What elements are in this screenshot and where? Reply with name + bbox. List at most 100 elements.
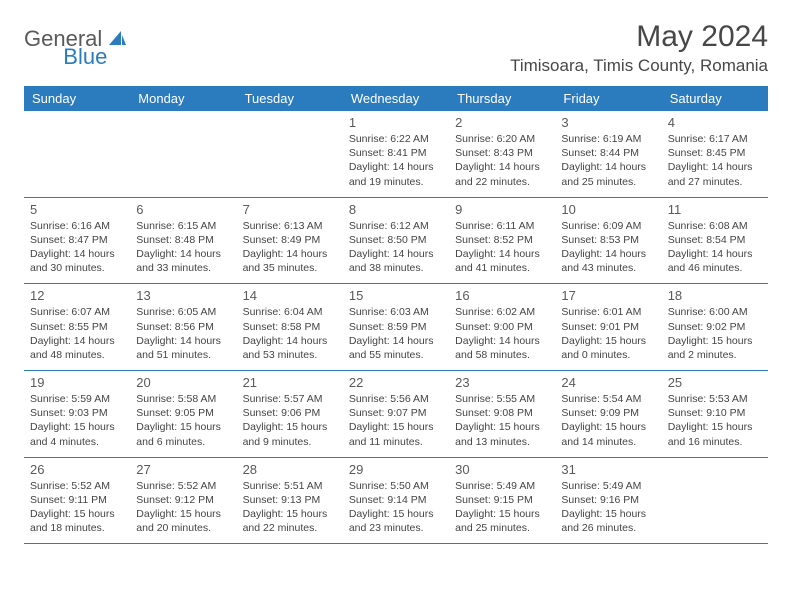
day-number: 31 <box>561 462 655 477</box>
day-cell: 18 Sunrise: 6:00 AMSunset: 9:02 PMDayligh… <box>662 284 768 371</box>
day-number: 25 <box>668 375 762 390</box>
day-cell: 19 Sunrise: 5:59 AMSunset: 9:03 PMDayligh… <box>24 371 130 458</box>
weekday-header: Sunday <box>24 86 130 111</box>
day-cell: 12 Sunrise: 6:07 AMSunset: 8:55 PMDayligh… <box>24 284 130 371</box>
day-info: Sunrise: 6:09 AMSunset: 8:53 PMDaylight:… <box>561 219 655 276</box>
day-info: Sunrise: 5:52 AMSunset: 9:12 PMDaylight:… <box>136 479 230 536</box>
day-info: Sunrise: 5:52 AMSunset: 9:11 PMDaylight:… <box>30 479 124 536</box>
day-info: Sunrise: 6:15 AMSunset: 8:48 PMDaylight:… <box>136 219 230 276</box>
day-info: Sunrise: 6:11 AMSunset: 8:52 PMDaylight:… <box>455 219 549 276</box>
day-info: Sunrise: 5:51 AMSunset: 9:13 PMDaylight:… <box>243 479 337 536</box>
day-cell: 17 Sunrise: 6:01 AMSunset: 9:01 PMDayligh… <box>555 284 661 371</box>
day-cell: 22 Sunrise: 5:56 AMSunset: 9:07 PMDayligh… <box>343 371 449 458</box>
day-info: Sunrise: 6:05 AMSunset: 8:56 PMDaylight:… <box>136 305 230 362</box>
empty-cell <box>130 111 236 198</box>
day-info: Sunrise: 5:49 AMSunset: 9:16 PMDaylight:… <box>561 479 655 536</box>
day-number: 3 <box>561 115 655 130</box>
day-number: 10 <box>561 202 655 217</box>
day-cell: 11 Sunrise: 6:08 AMSunset: 8:54 PMDayligh… <box>662 198 768 285</box>
logo: General Blue <box>24 26 175 52</box>
calendar-body: 1 Sunrise: 6:22 AMSunset: 8:41 PMDaylight… <box>24 111 768 544</box>
calendar-header-row: SundayMondayTuesdayWednesdayThursdayFrid… <box>24 86 768 111</box>
day-info: Sunrise: 6:16 AMSunset: 8:47 PMDaylight:… <box>30 219 124 276</box>
day-cell: 15 Sunrise: 6:03 AMSunset: 8:59 PMDayligh… <box>343 284 449 371</box>
day-info: Sunrise: 5:49 AMSunset: 9:15 PMDaylight:… <box>455 479 549 536</box>
day-number: 9 <box>455 202 549 217</box>
day-number: 7 <box>243 202 337 217</box>
logo-text-2: Blue <box>63 44 107 70</box>
day-info: Sunrise: 5:55 AMSunset: 9:08 PMDaylight:… <box>455 392 549 449</box>
day-number: 15 <box>349 288 443 303</box>
day-number: 23 <box>455 375 549 390</box>
day-number: 14 <box>243 288 337 303</box>
day-number: 11 <box>668 202 762 217</box>
day-cell: 31 Sunrise: 5:49 AMSunset: 9:16 PMDayligh… <box>555 458 661 545</box>
day-info: Sunrise: 6:07 AMSunset: 8:55 PMDaylight:… <box>30 305 124 362</box>
day-number: 21 <box>243 375 337 390</box>
day-cell: 26 Sunrise: 5:52 AMSunset: 9:11 PMDayligh… <box>24 458 130 545</box>
day-info: Sunrise: 5:57 AMSunset: 9:06 PMDaylight:… <box>243 392 337 449</box>
day-cell: 29 Sunrise: 5:50 AMSunset: 9:14 PMDayligh… <box>343 458 449 545</box>
day-info: Sunrise: 6:00 AMSunset: 9:02 PMDaylight:… <box>668 305 762 362</box>
weekday-header: Thursday <box>449 86 555 111</box>
day-info: Sunrise: 5:53 AMSunset: 9:10 PMDaylight:… <box>668 392 762 449</box>
day-number: 1 <box>349 115 443 130</box>
day-number: 17 <box>561 288 655 303</box>
day-number: 19 <box>30 375 124 390</box>
day-info: Sunrise: 6:17 AMSunset: 8:45 PMDaylight:… <box>668 132 762 189</box>
day-info: Sunrise: 6:04 AMSunset: 8:58 PMDaylight:… <box>243 305 337 362</box>
day-cell: 21 Sunrise: 5:57 AMSunset: 9:06 PMDayligh… <box>237 371 343 458</box>
day-info: Sunrise: 6:22 AMSunset: 8:41 PMDaylight:… <box>349 132 443 189</box>
day-info: Sunrise: 5:50 AMSunset: 9:14 PMDaylight:… <box>349 479 443 536</box>
day-cell: 8Sunrise: 6:12 AMSunset: 8:50 PMDaylight… <box>343 198 449 285</box>
page-title: May 2024 <box>510 20 768 54</box>
day-info: Sunrise: 6:03 AMSunset: 8:59 PMDaylight:… <box>349 305 443 362</box>
location-text: Timisoara, Timis County, Romania <box>510 56 768 76</box>
day-info: Sunrise: 6:13 AMSunset: 8:49 PMDaylight:… <box>243 219 337 276</box>
day-cell: 13 Sunrise: 6:05 AMSunset: 8:56 PMDayligh… <box>130 284 236 371</box>
day-number: 2 <box>455 115 549 130</box>
weekday-header: Friday <box>555 86 661 111</box>
empty-cell <box>662 458 768 545</box>
day-cell: 6Sunrise: 6:15 AMSunset: 8:48 PMDaylight… <box>130 198 236 285</box>
weekday-header: Monday <box>130 86 236 111</box>
day-cell: 7 Sunrise: 6:13 AMSunset: 8:49 PMDaylight… <box>237 198 343 285</box>
title-block: May 2024 Timisoara, Timis County, Romani… <box>510 20 768 76</box>
day-number: 30 <box>455 462 549 477</box>
day-cell: 9 Sunrise: 6:11 AMSunset: 8:52 PMDaylight… <box>449 198 555 285</box>
day-number: 26 <box>30 462 124 477</box>
day-cell: 3 Sunrise: 6:19 AMSunset: 8:44 PMDaylight… <box>555 111 661 198</box>
day-cell: 1 Sunrise: 6:22 AMSunset: 8:41 PMDaylight… <box>343 111 449 198</box>
day-cell: 27Sunrise: 5:52 AMSunset: 9:12 PMDayligh… <box>130 458 236 545</box>
day-cell: 24Sunrise: 5:54 AMSunset: 9:09 PMDayligh… <box>555 371 661 458</box>
day-cell: 4Sunrise: 6:17 AMSunset: 8:45 PMDaylight… <box>662 111 768 198</box>
empty-cell <box>24 111 130 198</box>
day-info: Sunrise: 6:08 AMSunset: 8:54 PMDaylight:… <box>668 219 762 276</box>
day-number: 12 <box>30 288 124 303</box>
day-info: Sunrise: 5:59 AMSunset: 9:03 PMDaylight:… <box>30 392 124 449</box>
day-cell: 20Sunrise: 5:58 AMSunset: 9:05 PMDayligh… <box>130 371 236 458</box>
day-cell: 28 Sunrise: 5:51 AMSunset: 9:13 PMDayligh… <box>237 458 343 545</box>
day-number: 5 <box>30 202 124 217</box>
day-number: 13 <box>136 288 230 303</box>
weekday-header: Tuesday <box>237 86 343 111</box>
day-number: 18 <box>668 288 762 303</box>
day-info: Sunrise: 6:19 AMSunset: 8:44 PMDaylight:… <box>561 132 655 189</box>
day-cell: 5 Sunrise: 6:16 AMSunset: 8:47 PMDaylight… <box>24 198 130 285</box>
day-info: Sunrise: 5:56 AMSunset: 9:07 PMDaylight:… <box>349 392 443 449</box>
day-info: Sunrise: 6:01 AMSunset: 9:01 PMDaylight:… <box>561 305 655 362</box>
weekday-header: Wednesday <box>343 86 449 111</box>
day-cell: 23 Sunrise: 5:55 AMSunset: 9:08 PMDayligh… <box>449 371 555 458</box>
day-info: Sunrise: 5:58 AMSunset: 9:05 PMDaylight:… <box>136 392 230 449</box>
empty-cell <box>237 111 343 198</box>
day-cell: 2 Sunrise: 6:20 AMSunset: 8:43 PMDaylight… <box>449 111 555 198</box>
day-cell: 14 Sunrise: 6:04 AMSunset: 8:58 PMDayligh… <box>237 284 343 371</box>
day-info: Sunrise: 6:20 AMSunset: 8:43 PMDaylight:… <box>455 132 549 189</box>
day-number: 29 <box>349 462 443 477</box>
day-number: 28 <box>243 462 337 477</box>
day-number: 16 <box>455 288 549 303</box>
calendar: SundayMondayTuesdayWednesdayThursdayFrid… <box>24 86 768 544</box>
day-cell: 25 Sunrise: 5:53 AMSunset: 9:10 PMDayligh… <box>662 371 768 458</box>
day-cell: 10 Sunrise: 6:09 AMSunset: 8:53 PMDayligh… <box>555 198 661 285</box>
day-number: 22 <box>349 375 443 390</box>
